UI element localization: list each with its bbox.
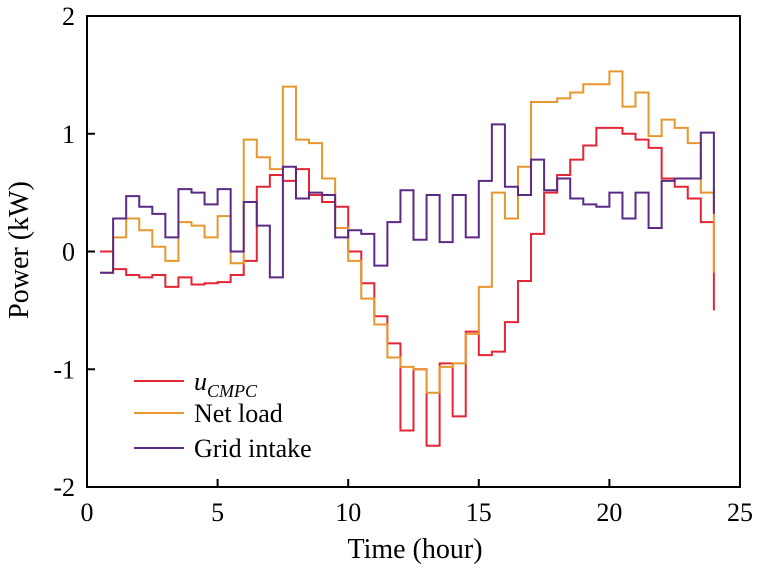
legend-label-ucmpc-main: u — [194, 367, 207, 396]
series-line-u-cmpc — [100, 126, 715, 447]
legend-label-ucmpc-sub: CMPC — [207, 381, 258, 401]
series-line-grid-intake — [100, 123, 715, 279]
y-tick-label: 2 — [62, 2, 75, 31]
legend-label-grid-intake: Grid intake — [194, 434, 312, 463]
x-axis-label: Time (hour) — [347, 534, 482, 565]
x-tick-label: 5 — [211, 498, 224, 527]
plot-lines — [100, 70, 715, 447]
series-line-net-load — [100, 70, 715, 394]
x-tick-label: 20 — [596, 498, 622, 527]
x-tick-label: 25 — [727, 498, 753, 527]
x-tick-label: 10 — [335, 498, 361, 527]
y-tick-label: 0 — [62, 238, 75, 267]
y-tick-label: 1 — [62, 120, 75, 149]
y-axis-label: Power (kW) — [4, 181, 35, 319]
legend: uCMPC Net load Grid intake — [134, 367, 312, 463]
legend-label-net-load: Net load — [194, 399, 283, 428]
y-tick-label: -2 — [53, 473, 75, 502]
x-tick-label: 0 — [81, 498, 94, 527]
y-tick-label: -1 — [53, 355, 75, 384]
x-tick-label: 15 — [466, 498, 492, 527]
axis-ticks: 0 5 10 15 20 25 -2 -1 0 1 2 — [53, 2, 753, 527]
legend-label-ucmpc: uCMPC — [194, 367, 258, 401]
